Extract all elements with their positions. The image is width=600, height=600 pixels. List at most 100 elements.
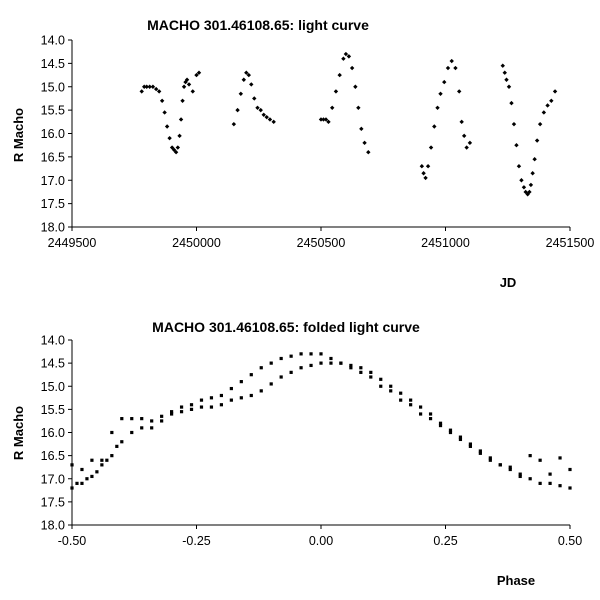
x-tick-label: 2449500	[48, 236, 97, 250]
data-point	[369, 370, 373, 374]
data-point	[150, 419, 154, 423]
data-point	[421, 171, 426, 176]
y-tick-label: 15.5	[41, 104, 65, 118]
data-point	[75, 481, 79, 485]
data-point	[438, 423, 443, 428]
data-point	[467, 140, 473, 146]
data-point	[326, 119, 331, 125]
data-point	[150, 84, 156, 89]
data-point	[528, 477, 532, 481]
data-point	[346, 54, 352, 59]
data-point	[498, 463, 502, 467]
data-point	[175, 145, 181, 150]
data-point	[173, 150, 179, 155]
data-point	[409, 403, 413, 407]
data-point	[333, 89, 339, 94]
data-point	[249, 82, 254, 87]
data-point	[508, 467, 512, 472]
data-point	[399, 398, 403, 402]
data-point	[209, 396, 214, 400]
data-point	[379, 384, 383, 388]
data-point	[530, 171, 535, 176]
data-point	[255, 105, 260, 110]
data-point	[448, 428, 453, 432]
data-point	[229, 386, 233, 391]
data-point	[478, 451, 482, 455]
data-point	[85, 477, 89, 481]
light-curve-title: MACHO 301.46108.65: light curve	[147, 17, 369, 33]
data-point	[319, 352, 323, 356]
y-tick-label: 17.5	[41, 495, 65, 509]
data-point	[110, 430, 114, 435]
data-point	[249, 393, 253, 398]
data-point	[261, 112, 266, 117]
data-point	[196, 70, 202, 75]
data-point	[458, 437, 463, 442]
y-tick-label: 16.5	[41, 150, 65, 164]
data-point	[70, 486, 74, 490]
data-point	[309, 363, 313, 368]
data-point	[164, 124, 170, 129]
data-point	[269, 382, 273, 386]
data-point	[349, 366, 353, 370]
y-tick-label: 15.0	[41, 380, 65, 394]
data-point	[428, 412, 433, 416]
data-point	[425, 164, 431, 169]
data-point	[549, 98, 554, 103]
y-tick-label: 18.0	[41, 519, 65, 533]
data-point	[359, 126, 364, 132]
data-point	[329, 356, 333, 361]
data-point	[558, 456, 562, 460]
data-point	[525, 192, 530, 197]
data-point	[445, 65, 451, 71]
data-point	[532, 157, 537, 162]
y-tick-label: 14.0	[41, 334, 65, 348]
data-point	[341, 56, 346, 61]
data-point	[219, 393, 223, 398]
data-point	[90, 474, 94, 479]
data-point	[502, 70, 507, 75]
data-point	[527, 189, 532, 195]
data-point	[330, 105, 335, 110]
data-point	[449, 58, 454, 64]
data-point	[142, 84, 147, 89]
data-point	[568, 486, 572, 490]
light-curve-ticks: 14.0 14.5 15.0 15.5 16.0 16.5 17.0 17.5 18.02449…	[41, 34, 595, 251]
data-point	[271, 119, 276, 125]
data-point	[219, 403, 223, 407]
data-point	[442, 79, 447, 85]
x-tick-label: 2451500	[546, 236, 595, 250]
data-point	[190, 89, 195, 94]
data-point	[100, 458, 104, 462]
data-point	[349, 363, 353, 368]
x-tick-label: 2450500	[297, 236, 346, 250]
data-point	[438, 91, 443, 96]
light-curve-xlabel: JD	[500, 275, 517, 290]
data-point	[167, 135, 172, 141]
data-point	[130, 430, 134, 435]
data-point	[180, 98, 185, 103]
data-point	[511, 121, 517, 127]
data-point	[356, 105, 361, 110]
data-point	[349, 65, 355, 71]
data-point	[120, 417, 124, 421]
data-point	[239, 396, 243, 400]
data-point	[140, 417, 144, 421]
data-point	[244, 70, 249, 75]
data-point	[144, 84, 149, 89]
data-point	[189, 403, 194, 407]
data-point	[459, 119, 464, 125]
data-point	[178, 117, 184, 122]
data-point	[241, 77, 247, 82]
light-curve-ylabel: R Macho	[11, 108, 26, 162]
data-point	[504, 77, 509, 82]
data-point	[458, 435, 463, 439]
data-point	[399, 391, 403, 395]
data-point	[468, 444, 472, 448]
data-point	[478, 449, 482, 453]
data-point	[80, 467, 84, 472]
x-tick-label: 0.00	[309, 534, 333, 548]
data-point	[362, 140, 367, 146]
data-point	[523, 189, 528, 195]
data-point	[231, 121, 237, 127]
